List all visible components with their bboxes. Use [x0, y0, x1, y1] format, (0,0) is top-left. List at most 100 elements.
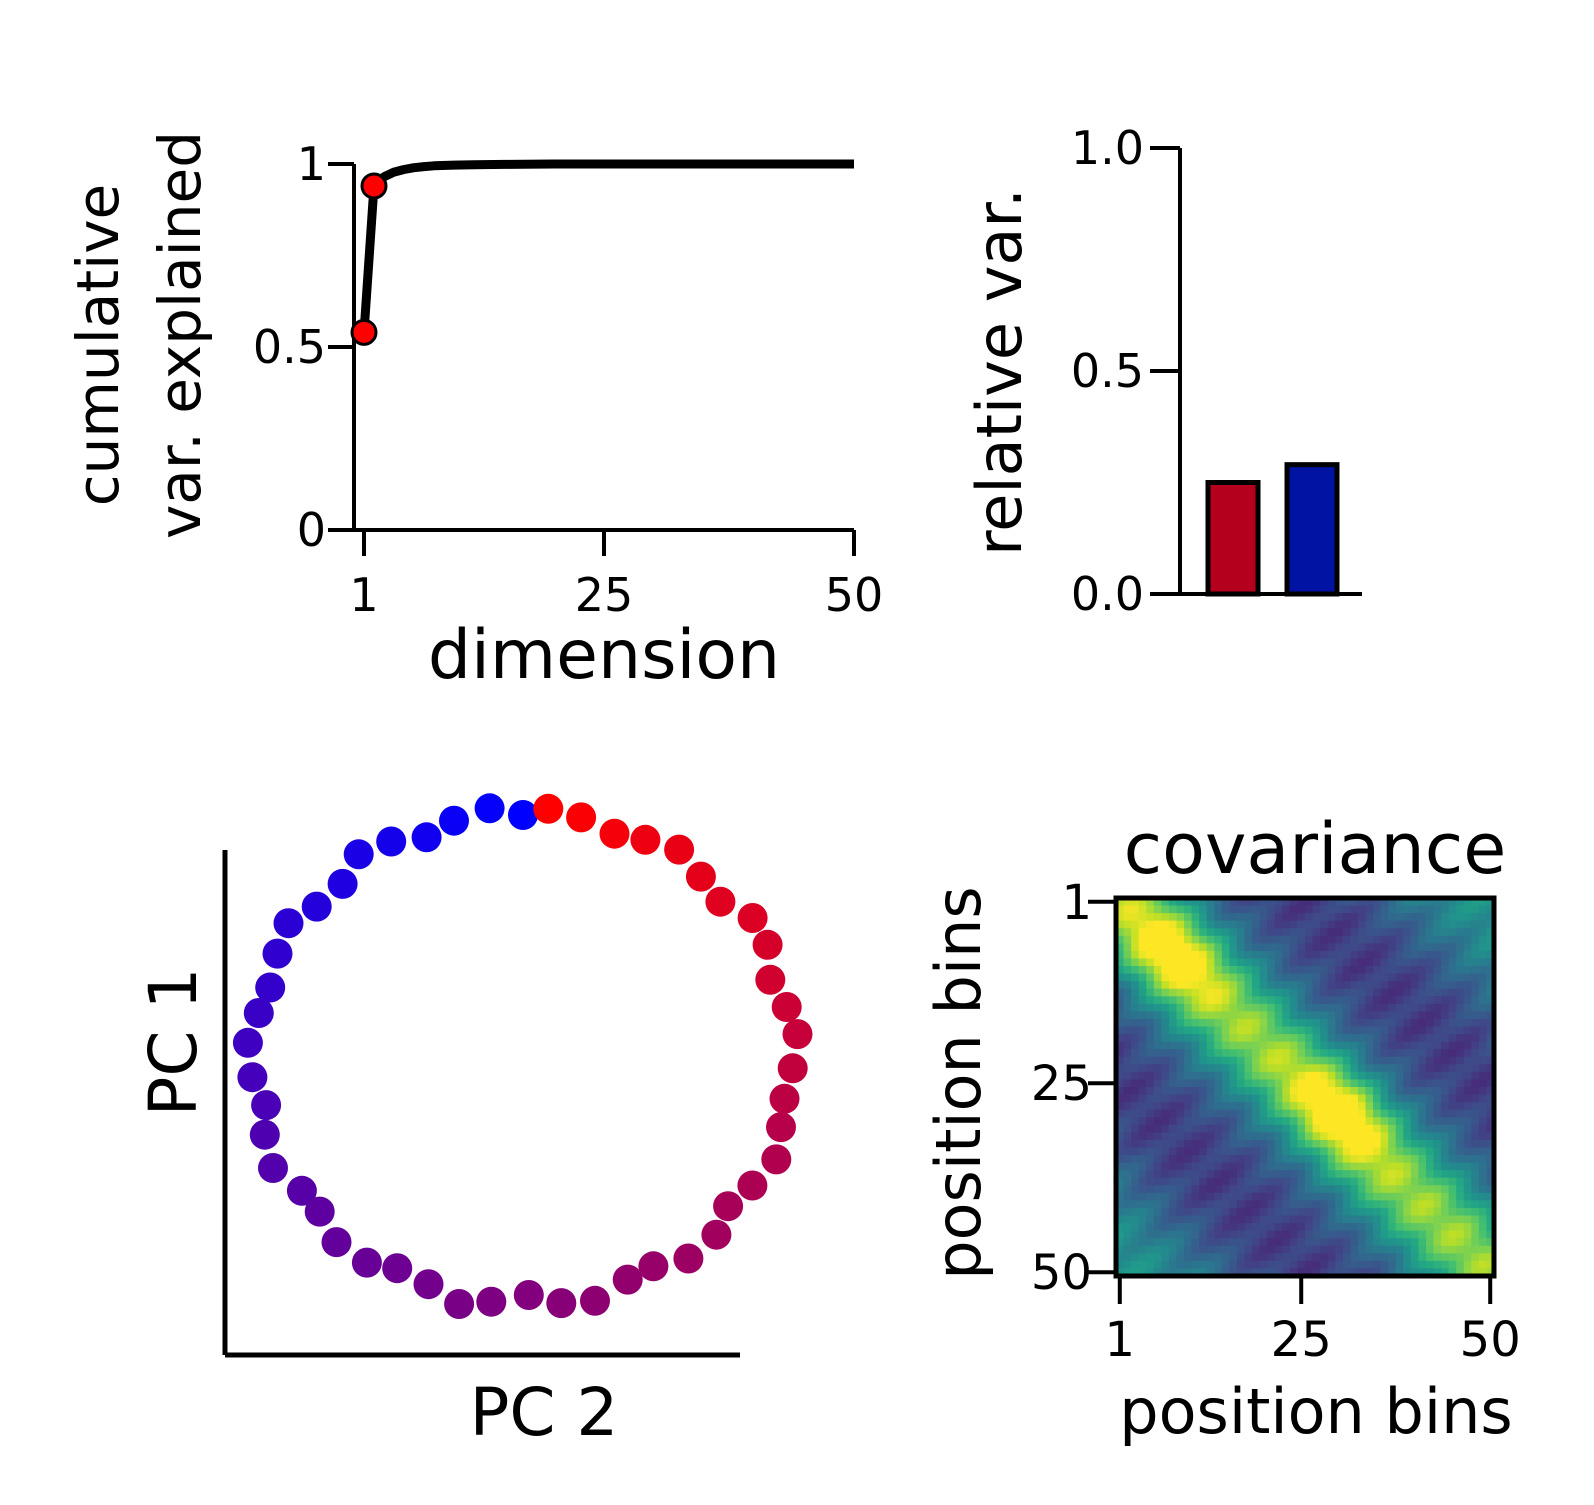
heatmap-cell [1138, 1192, 1147, 1201]
heatmap-cell [1267, 1207, 1276, 1217]
heatmap-cell [1116, 1245, 1125, 1254]
heatmap-cell [1236, 966, 1246, 975]
heatmap-cell [1350, 1268, 1359, 1277]
heatmap-cell [1206, 1177, 1215, 1186]
heatmap-cell [1373, 898, 1382, 907]
heatmap-cell [1282, 1245, 1291, 1254]
heatmap-cell [1297, 981, 1306, 990]
heatmap-cell [1478, 1011, 1488, 1020]
heatmap-cell [1259, 1268, 1268, 1277]
heatmap-cell [1153, 1034, 1162, 1043]
heatmap-cell [1312, 1185, 1321, 1194]
heatmap-cell [1418, 1177, 1427, 1186]
heatmap-cell [1297, 1079, 1306, 1088]
heatmap-cell [1176, 1177, 1185, 1186]
heatmap-cell [1146, 981, 1155, 990]
heatmap-cell [1131, 1170, 1140, 1179]
heatmap-cell [1259, 1087, 1268, 1096]
heatmap-cell [1342, 1268, 1351, 1277]
heatmap-cell [1168, 1109, 1178, 1118]
heatmap-cell [1478, 1230, 1488, 1239]
heatmap-cell [1403, 1177, 1412, 1186]
heatmap-cell [1297, 996, 1306, 1005]
heatmap-cell [1388, 1049, 1397, 1058]
heatmap-cell [1380, 1147, 1389, 1156]
heatmap-cell [1403, 1056, 1412, 1065]
heatmap-cell [1214, 1268, 1223, 1277]
heatmap-cell [1448, 1011, 1457, 1020]
heatmap-cell [1153, 1102, 1162, 1111]
heatmap-cell [1176, 1238, 1185, 1247]
heatmap-cell [1380, 1139, 1389, 1149]
heatmap-cell [1373, 1155, 1382, 1164]
heatmap-cell [1282, 988, 1291, 997]
heatmap-cell [1244, 1041, 1253, 1050]
heatmap-cell [1176, 1064, 1185, 1073]
heatmap-cell [1365, 1147, 1374, 1156]
heatmap-cell [1403, 1117, 1412, 1126]
heatmap-cell [1395, 1109, 1404, 1118]
heatmap-cell [1365, 905, 1374, 914]
heatmap-cell [1146, 928, 1155, 937]
heatmap-cell [1456, 1268, 1465, 1277]
heatmap-cell [1441, 973, 1450, 982]
heatmap-cell [1176, 950, 1185, 960]
heatmap-cell [1123, 958, 1132, 967]
heatmap-cell [1373, 1223, 1382, 1232]
heatmap-cell [1320, 1253, 1329, 1262]
heatmap-cell [1259, 1155, 1268, 1164]
heatmap-cell [1138, 1094, 1147, 1103]
heatmap-cell [1410, 1071, 1419, 1081]
heatmap-cell [1456, 1003, 1465, 1012]
heatmap-cell [1176, 958, 1185, 967]
heatmap-cell [1357, 928, 1367, 937]
heatmap-cell [1433, 913, 1442, 922]
heatmap-cell [1214, 1177, 1223, 1186]
heatmap-cell [1131, 1041, 1140, 1050]
heatmap-cell [1289, 1260, 1299, 1270]
heatmap-cell [1229, 943, 1238, 952]
heatmap-cell [1267, 950, 1276, 960]
heatmap-cell [1244, 1056, 1253, 1065]
heatmap-cell [1305, 905, 1314, 914]
heatmap-cell [1161, 1079, 1170, 1088]
heatmap-cell [1229, 935, 1238, 944]
heatmap-cell [1252, 1207, 1261, 1217]
heatmap-cell [1395, 1245, 1404, 1254]
heatmap-cell [1289, 1102, 1299, 1111]
heatmap-cell [1373, 1064, 1382, 1073]
heatmap-cell [1176, 1011, 1185, 1020]
heatmap-cell [1229, 1147, 1238, 1156]
heatmap-cell [1289, 1056, 1299, 1065]
heatmap-cell [1116, 996, 1125, 1005]
heatmap-cell [1123, 905, 1132, 914]
heatmap-cell [1350, 1207, 1359, 1217]
heatmap-cell [1312, 1177, 1321, 1186]
heatmap-cell [1116, 1079, 1125, 1088]
heatmap-cell [1176, 1268, 1185, 1277]
heatmap-cell [1282, 1260, 1291, 1270]
heatmap-cell [1161, 1049, 1170, 1058]
heatmap-cell [1357, 950, 1367, 960]
heatmap-cell [1282, 1087, 1291, 1096]
heatmap-cell [1116, 1056, 1125, 1065]
heatmap-cell [1342, 1018, 1351, 1028]
heatmap-cell [1123, 1124, 1132, 1133]
heatmap-cell [1305, 966, 1314, 975]
heatmap-cell [1395, 1124, 1404, 1133]
heatmap-cell [1448, 943, 1457, 952]
heatmap-cell [1274, 1185, 1283, 1194]
heatmap-cell [1191, 1223, 1200, 1232]
heatmap-cell [1184, 1132, 1193, 1141]
heatmap-cell [1463, 1207, 1472, 1217]
heatmap-cell [1297, 920, 1306, 929]
heatmap-cell [1123, 981, 1132, 990]
heatmap-cell [1191, 1139, 1200, 1149]
heatmap-cell [1153, 1003, 1162, 1012]
heatmap-cell [1176, 1132, 1185, 1141]
heatmap-cell [1199, 1223, 1208, 1232]
heatmap-cell [1191, 958, 1200, 967]
panelC-point [705, 886, 736, 917]
heatmap-cell [1138, 950, 1147, 960]
heatmap-cell [1282, 1139, 1291, 1149]
